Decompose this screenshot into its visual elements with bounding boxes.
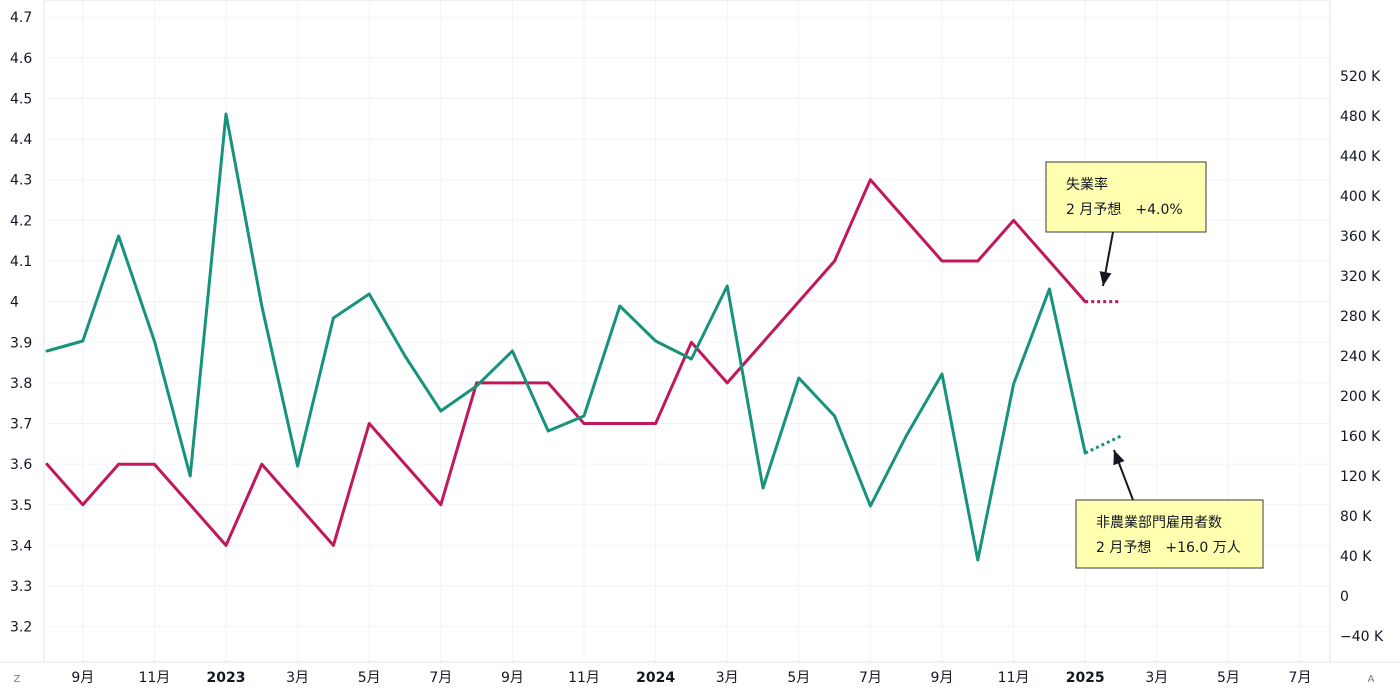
callout-title: 非農業部門雇用者数 — [1096, 514, 1222, 531]
right-axis-tick-label: 400 K — [1340, 189, 1381, 205]
left-axis-tick-label: 4.1 — [10, 254, 32, 270]
right-axis: −40 K 0 40 K 80 K 120 K 160 K 200 K 240 K 280 K 3… — [1340, 69, 1384, 645]
left-axis-tick-label: 4.2 — [10, 213, 32, 229]
unemployment-forecast-callout: 失業率 2 月予想 +4.0% — [1045, 161, 1207, 287]
right-axis-tick-label: 320 K — [1340, 269, 1381, 285]
callout-arrowhead — [1099, 271, 1112, 286]
unemployment-rate-line — [45, 178, 1087, 547]
right-axis-tick-label: 80 K — [1340, 509, 1372, 525]
right-axis-tick-label: 480 K — [1340, 109, 1381, 125]
series — [45, 112, 1122, 562]
x-axis-tick-label: 7月 — [1289, 670, 1312, 686]
right-axis-tick-label: 280 K — [1340, 309, 1381, 325]
left-axis-tick-label: 3.4 — [10, 538, 32, 554]
right-axis-tick-label: 40 K — [1340, 549, 1372, 565]
x-axis-tick-label: 11月 — [998, 670, 1030, 686]
left-axis-tick-label: 3.2 — [10, 620, 32, 636]
x-axis-tick-label: 2023 — [207, 670, 246, 686]
x-axis-tick-label: 3月 — [716, 670, 739, 686]
x-axis: 9月 11月 2023 3月 5月 7月 9月 11月 2024 3月 5月 7月 9月 11月 2025 3… — [71, 670, 1311, 686]
left-axis-tick-label: 4.5 — [10, 91, 32, 107]
x-axis-tick-label: 5月 — [1217, 670, 1240, 686]
grid — [44, 0, 1330, 662]
left-axis-tick-label: 4.7 — [10, 10, 32, 26]
nonfarm-payrolls-forecast — [1084, 434, 1122, 455]
right-axis-tick-label: 160 K — [1340, 429, 1381, 445]
right-axis-tick-label: 520 K — [1340, 69, 1381, 85]
x-axis-tick-label: 3月 — [1145, 670, 1168, 686]
callout-forecast: 2 月予想 +16.0 万人 — [1096, 540, 1241, 556]
right-axis-tick-label: 0 — [1340, 589, 1349, 605]
corner-right-label: A — [1368, 674, 1375, 685]
left-axis-tick-label: 4.4 — [10, 132, 32, 148]
nonfarm-payrolls-line — [45, 112, 1087, 562]
left-axis-tick-label: 4.6 — [10, 51, 32, 67]
x-axis-tick-label: 9月 — [931, 670, 954, 686]
left-axis: 3.2 3.3 3.4 3.5 3.6 3.7 3.8 3.9 4 4.1 4.2 4.3 4.4 4.5… — [10, 10, 32, 635]
x-axis-tick-label: 9月 — [501, 670, 524, 686]
callout-arrowhead — [1113, 450, 1125, 466]
left-axis-tick-label: 4.3 — [10, 173, 32, 189]
left-axis-tick-label: 3.5 — [10, 498, 32, 514]
callout-title: 失業率 — [1066, 176, 1108, 193]
payrolls-forecast-callout: 非農業部門雇用者数 2 月予想 +16.0 万人 — [1075, 449, 1264, 569]
left-axis-tick-label: 4 — [10, 295, 19, 311]
x-axis-tick-label: 7月 — [859, 670, 882, 686]
callout-box — [1045, 161, 1207, 233]
x-axis-tick-label: 2024 — [636, 670, 675, 686]
x-axis-tick-label: 2025 — [1066, 670, 1105, 686]
x-axis-tick-label: 5月 — [787, 670, 810, 686]
callout-box — [1075, 499, 1264, 569]
annotations: 失業率 2 月予想 +4.0% 非農業部門雇用者数 2 月予想 +16.0 万人 — [1045, 161, 1264, 569]
corner-left-button[interactable]: Z — [6, 668, 28, 688]
x-axis-tick-label: 9月 — [71, 670, 94, 686]
right-axis-tick-label: −40 K — [1340, 629, 1384, 645]
x-axis-tick-label: 5月 — [358, 670, 381, 686]
left-axis-tick-label: 3.9 — [10, 335, 32, 351]
x-axis-tick-label: 11月 — [138, 670, 170, 686]
left-axis-tick-label: 3.8 — [10, 376, 32, 392]
right-axis-tick-label: 200 K — [1340, 389, 1381, 405]
left-axis-tick-label: 3.3 — [10, 579, 32, 595]
callout-forecast: 2 月予想 +4.0% — [1066, 202, 1183, 218]
right-axis-tick-label: 120 K — [1340, 469, 1381, 485]
x-axis-tick-label: 11月 — [568, 670, 600, 686]
corner-right-button[interactable]: A — [1360, 668, 1382, 688]
x-axis-tick-label: 3月 — [286, 670, 309, 686]
right-axis-tick-label: 240 K — [1340, 349, 1381, 365]
x-axis-tick-label: 7月 — [429, 670, 452, 686]
corner-left-label: Z — [14, 674, 21, 685]
left-axis-tick-label: 3.6 — [10, 457, 32, 473]
right-axis-tick-label: 360 K — [1340, 229, 1381, 245]
left-axis-tick-label: 3.7 — [10, 417, 32, 433]
right-axis-tick-label: 440 K — [1340, 149, 1381, 165]
